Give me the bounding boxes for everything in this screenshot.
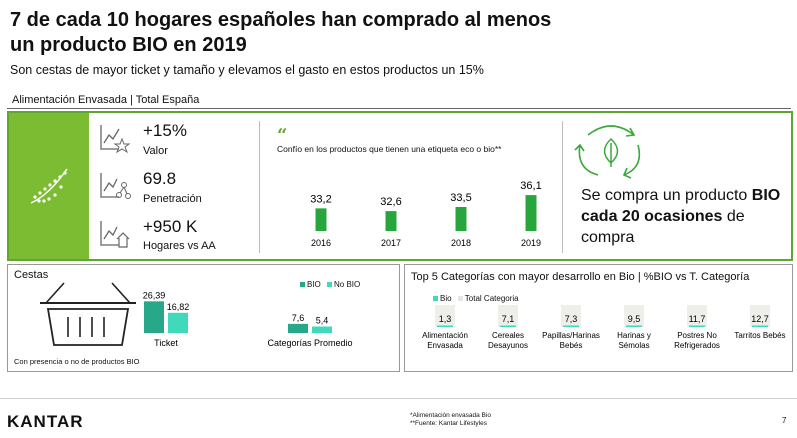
top5-category-label: Tarritos Bebés (734, 331, 785, 340)
recycle-leaf-icon (574, 125, 641, 179)
kantar-logo: KANTAR (7, 412, 84, 431)
panel-divider (259, 121, 260, 253)
top5-category-label: Postres No Refrigerados (674, 331, 720, 350)
cestas-panel: Cestas Con presencia o no de productos B… (7, 264, 400, 372)
cestas-bar-nobio (312, 326, 332, 333)
yearly-bio-chart: 33,2 2016 32,6 2017 33,5 2018 36,1 2019 (310, 180, 541, 248)
top5-total-bar (687, 305, 707, 327)
cestas-footnote: Con presencia o no de productos BIO (14, 357, 140, 366)
bio-statement: Se compra un producto BIO cada 20 ocasio… (581, 185, 781, 248)
cestas-bar-value: 5,4 (316, 316, 329, 326)
cestas-bar-value: 16,82 (167, 302, 190, 312)
top5-bio-bar (500, 325, 516, 327)
footnote-2: **Fuente: Kantar Lifestyles (410, 420, 487, 427)
legend-swatch-bio (433, 296, 438, 302)
top5-value: 7,3 (565, 314, 578, 324)
legend-label-bio: BIO (307, 280, 321, 289)
legend-swatch-nobio (327, 282, 333, 288)
quote-text: Confío en los productos que tienen una e… (277, 144, 502, 154)
legend-swatch-total (457, 296, 463, 302)
top5-total-bar (435, 305, 455, 327)
section-divider (7, 108, 791, 109)
top5-bio-bar (626, 325, 642, 327)
cestas-category-label: Categorías Promedio (267, 338, 352, 348)
quote-mark: “ (277, 125, 288, 146)
page-number: 7 (782, 416, 787, 425)
kpi-label-penetracion: Penetración (143, 193, 202, 205)
top5-total-bar (624, 305, 644, 327)
top5-total-bar (498, 305, 518, 327)
year-bar (455, 207, 467, 231)
kpi-label-valor: Valor (143, 145, 168, 157)
top5-title: Top 5 Categorías con mayor desarrollo en… (411, 271, 750, 283)
cestas-bar-value: 26,39 (143, 290, 166, 300)
eu-organic-logo (9, 113, 89, 259)
chart-house-icon (100, 221, 130, 248)
top5-value: 9,5 (628, 314, 641, 324)
legend-label-nobio: No BIO (334, 280, 361, 289)
kpi-label-hogares: Hogares vs AA (143, 240, 216, 252)
footer-divider (0, 398, 797, 399)
top5-bio-bar (689, 325, 705, 327)
top5-value: 11,7 (689, 314, 706, 324)
page-subtitle: Son cestas de mayor ticket y tamaño y el… (10, 63, 484, 77)
cestas-bar-nobio (168, 312, 188, 333)
basket-icon (40, 282, 136, 346)
section-label: Alimentación Envasada | Total España (12, 94, 200, 106)
kpi-value-penetracion: 69.8 (143, 169, 177, 188)
top5-total-bar (561, 305, 581, 327)
year-bar-value: 32,6 (380, 196, 401, 208)
top5-category-label: Alimentación Envasada (422, 331, 468, 350)
bio-statement-prefix: Se compra un producto (581, 187, 752, 204)
top5-value: 12,7 (751, 314, 769, 324)
footnote: *Alimentación envasada Bio **Fuente: Kan… (410, 412, 491, 428)
year-bar-value: 33,2 (310, 193, 331, 205)
bio-statement-bold: BIO cada 20 ocasiones (581, 187, 781, 225)
bio-statement-suffix: de compra (581, 208, 745, 246)
legend-label-total: Total Categoria (464, 294, 519, 303)
chart-network-icon (100, 173, 131, 199)
eu-leaf-icon (30, 168, 68, 204)
footnote-1: *Alimentación envasada Bio (410, 412, 491, 419)
chart-star-icon (100, 125, 131, 154)
top5-category-label: Cereales Desayunos (488, 331, 528, 350)
top5-total-bar (750, 305, 770, 327)
cestas-title: Cestas (14, 269, 49, 281)
year-label: 2016 (311, 238, 331, 248)
legend-label-bio: Bio (440, 294, 452, 303)
top5-panel: Top 5 Categorías con mayor desarrollo en… (404, 264, 793, 372)
top5-value: 1,3 (439, 314, 452, 324)
kpi-value-hogares: +950 K (143, 217, 198, 236)
top5-legend: Bio Total Categoria (433, 294, 519, 303)
cestas-bar-bio (288, 323, 308, 333)
kpi-value-valor: +15% (143, 121, 187, 140)
year-label: 2019 (521, 238, 541, 248)
top5-category-label: Harinas y Sémolas (617, 331, 651, 350)
top5-category-label: Papillas/Harinas Bebés (542, 331, 600, 350)
year-bar-value: 36,1 (520, 180, 541, 192)
cestas-bar-bio (144, 301, 164, 333)
cestas-bar-value: 7,6 (292, 313, 305, 323)
top5-chart: 1,3 Alimentación Envasada 7,1 Cereales Desayu… (422, 305, 786, 350)
year-bar (385, 211, 397, 231)
page-title: 7 de cada 10 hogares españoles han compr… (10, 9, 552, 56)
top5-bio-bar (563, 325, 579, 327)
year-bar (525, 195, 537, 231)
year-label: 2018 (451, 238, 471, 248)
year-bar-value: 33,5 (450, 192, 471, 204)
main-panel: +15% Valor 69.8 Penetración +950 K Hogar… (7, 111, 793, 261)
cestas-legend: BIO No BIO (300, 280, 360, 289)
panel-divider (562, 121, 563, 253)
cestas-category-label: Ticket (154, 338, 178, 348)
top5-bio-bar (437, 325, 453, 327)
top5-bio-bar (752, 325, 768, 327)
year-label: 2017 (381, 238, 401, 248)
legend-swatch-bio (300, 282, 305, 288)
year-bar (315, 208, 327, 231)
top5-value: 7,1 (502, 314, 515, 324)
